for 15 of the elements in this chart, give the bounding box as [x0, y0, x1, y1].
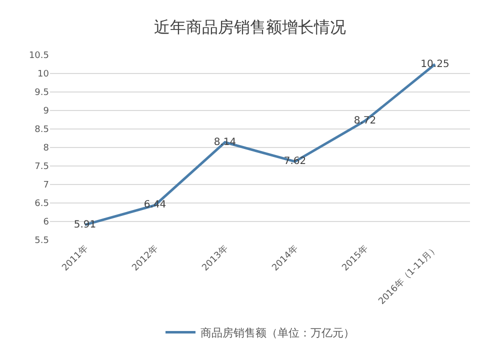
y-tick-label: 9	[43, 106, 50, 117]
legend-label: 商品房销售额（单位：万亿元）	[200, 326, 354, 340]
y-tick-label: 6	[43, 218, 50, 228]
y-tick-label: 9.5	[34, 88, 49, 98]
y-tick-label: 6.5	[34, 199, 49, 210]
data-label: 5.91	[74, 219, 96, 230]
y-tick-label: 5.5	[34, 236, 49, 246]
y-tick-label: 7	[43, 180, 49, 191]
y-tick-label: 8.5	[34, 125, 49, 136]
chart-title: 近年商品房销售额增长情况	[154, 18, 346, 37]
y-tick-label: 7.5	[34, 162, 49, 172]
y-tick-label: 10.5	[28, 51, 49, 62]
y-tick-label: 10	[38, 70, 50, 80]
y-tick-label: 8	[43, 144, 50, 154]
data-label: 10.25	[420, 58, 450, 70]
